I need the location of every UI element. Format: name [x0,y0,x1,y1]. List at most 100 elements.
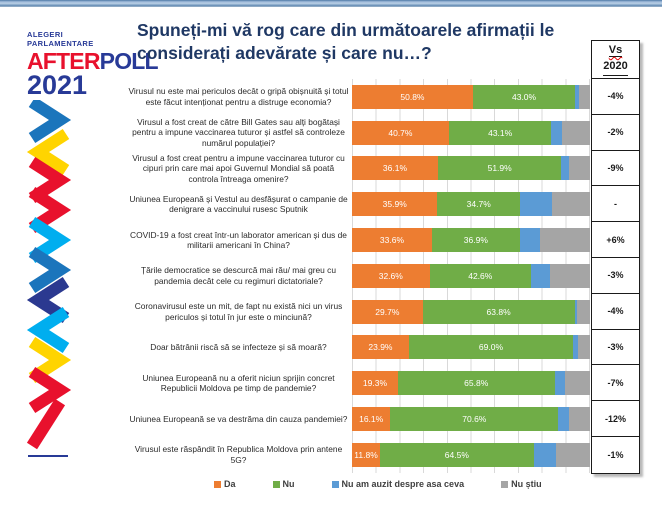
bar-segment-nu-stiu [578,84,590,109]
bar-segment-da: 11.8% [352,442,381,467]
vs-2020-value: -4% [592,79,639,115]
bar-segment-nu: 42.6% [429,263,531,288]
legend-item-nu-stiu: Nu știu [501,479,542,489]
stacked-bar: 32.6% 42.6% [352,263,590,288]
bar-segment-nu-stiu [568,407,590,432]
bar-segment-nu: 70.6% [390,407,559,432]
data-label: 43.0% [511,91,537,102]
bar-segment-nu-am-auzit [551,120,563,145]
bar-segment-nu: 51.9% [437,156,562,181]
chart-row: Uniunea Europeană se va destrăma din cau… [127,401,590,437]
vs-2020-value: -4% [592,294,639,330]
category-label: Virusul este răspândit în Republica Mold… [134,444,343,465]
bar-segment-nu-stiu [562,120,590,145]
data-label: 70.6% [462,414,487,425]
vs-2020-value: -2% [592,115,639,151]
data-label: 35.9% [382,199,407,210]
stacked-bar: 11.8% 64.5% [352,442,590,467]
legend-swatch-icon [272,480,280,488]
bar-segment-da: 35.9% [352,192,438,217]
vs-2020-value: -3% [592,330,639,366]
stacked-bar: 36.1% 51.9% [352,156,590,181]
vs-2020-value: -12% [592,401,639,437]
logo-underline [28,455,68,457]
bar-segment-nu-am-auzit [530,263,550,288]
category-label: Uniunea Europeană nu a oferit niciun spr… [142,372,335,394]
data-label: 42.6% [468,270,493,281]
data-label: 65.8% [464,378,489,389]
chart-row: Doar bătrânii riscă să se infecteze și s… [127,330,590,366]
stacked-bar: 35.9% 34.7% [352,192,590,217]
chart-row: Coronavirusul este un mit, de fapt nu ex… [127,294,590,330]
stacked-bar-chart: Virusul nu este mai periculos decât o gr… [127,79,590,473]
data-label: 34.7% [466,199,491,210]
chart-row: Uniunea Europeană nu a oferit niciun spr… [127,365,590,401]
category-label: Virusul a fost creat pentru a impune vac… [132,152,345,184]
legend-label: Nu [282,479,295,489]
data-label: 11.8% [354,449,378,460]
vs-2020-value: -3% [592,258,639,294]
chart-row: Virusul nu este mai periculos decât o gr… [127,79,590,115]
category-label: Virusul a fost creat de către Bill Gates… [132,116,345,148]
page-title-line2: considerați adevărate și care nu…? [137,43,432,64]
bar-segment-da: 19.3% [352,371,398,396]
chart-row: Virusul a fost creat de către Bill Gates… [127,115,590,151]
chart-row: COVID-19 a fost creat într-un laborator … [127,222,590,258]
vs-2020-value: - [592,186,639,223]
stacked-bar: 40.7% 43.1% [352,120,590,145]
vs-2020-value: -7% [592,365,639,402]
bar-segment-nu-stiu [578,335,590,360]
bar-segment-nu-stiu [577,299,590,324]
category-label: Coronavirusul este un mit, de fapt nu ex… [134,301,343,322]
category-label: COVID-19 a fost creat într-un laborator … [130,229,347,251]
vs-2020-value: -9% [592,151,639,187]
data-label: 64.5% [444,449,469,460]
bar-segment-da: 16.1% [352,407,391,432]
bar-segment-nu: 43.0% [472,84,576,109]
logo-alegeri-text: ALEGERI PARLAMENTARE [27,30,94,49]
chart-legend: Da Nu Nu am auzit despre asa ceva Nu știu [214,479,542,489]
chart-row: Virusul a fost creat pentru a impune vac… [127,151,590,187]
bar-segment-nu: 36.9% [431,228,520,253]
bar-segment-nu-stiu [556,442,590,467]
data-label: 32.6% [378,270,403,281]
bar-segment-nu: 43.1% [448,120,552,145]
data-label: 23.9% [368,342,393,353]
legend-item-da: Da [214,479,236,489]
bar-segment-da: 36.1% [352,156,438,181]
logo-poll: POLL [99,47,159,74]
page-title-line1: Spuneți-mi vă rog care din următoarele a… [137,20,555,40]
data-label: 63.8% [486,306,511,317]
bar-segment-nu: 34.7% [437,192,521,217]
bar-segment-nu-am-auzit [520,192,552,217]
window-top-edge [0,0,662,7]
bar-segment-nu-stiu [549,263,590,288]
afterpoll-logo: ALEGERI PARLAMENTARE AFTERPOLL 2021 [27,30,159,100]
bar-segment-nu: 63.8% [422,299,575,324]
bar-segment-da: 29.7% [352,299,423,324]
bar-segment-nu-stiu [564,371,590,396]
bar-segment-da: 32.6% [352,263,430,288]
stacked-bar: 50.8% 43.0% [352,84,590,109]
bar-segment-da: 50.8% [352,84,473,109]
vs-year-label: 2020 [603,59,628,76]
data-label: 29.7% [375,306,400,317]
data-label: 40.7% [388,127,413,138]
logo-year: 2021 [27,69,88,100]
bar-segment-da: 40.7% [352,120,449,145]
data-label: 33.6% [379,235,405,246]
chart-row: Țările democratice se descurcă mai rău/ … [127,258,590,294]
stacked-bar: 16.1% 70.6% [352,407,590,432]
category-label: Uniunea Europeană și Vestul au desfășura… [129,193,348,215]
bar-segment-nu-am-auzit [533,442,557,467]
vs-2020-value: +6% [592,222,639,258]
chart-row: Virusul este răspândit în Republica Mold… [127,437,590,473]
vs-label: Vs [608,44,623,58]
bar-segment-nu-stiu [539,228,590,253]
legend-item-nu: Nu [272,479,295,489]
stacked-bar: 33.6% 36.9% [352,228,590,253]
bar-segment-nu: 65.8% [397,371,555,396]
bar-segment-da: 23.9% [352,335,409,360]
legend-swatch-icon [331,480,339,488]
bar-segment-nu-am-auzit [573,335,579,360]
